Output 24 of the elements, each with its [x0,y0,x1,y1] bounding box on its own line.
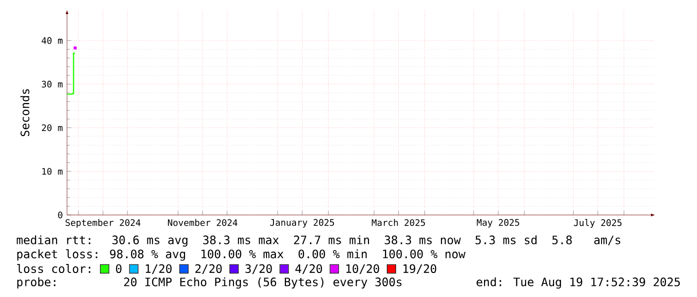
legend-label: 1/20 [146,264,172,274]
x-tick-label: November 2024 [168,219,238,226]
text: end: Tue Aug 19 17:52:39 2025 [476,277,680,289]
y-tick-label: 30 m [42,80,63,88]
legend-label: 2/20 [195,264,222,274]
text: probe: 20 ICMP Echo Pings (56 Bytes) every 300s [17,277,402,289]
y-tick-label: 40 m [42,37,63,44]
x-tick-label: March 2025 [372,219,425,226]
y-axis-title: Seconds [20,89,30,136]
legend-title: loss color: [17,264,90,274]
y-tick-label: 10 m [42,168,63,175]
y-tick-label: 0 [58,212,62,218]
x-tick-label: September 2024 [66,219,140,228]
legend-label: 0 [116,264,122,274]
legend-label: 10/20 [346,264,380,274]
text: packet loss: 98.08 % avg 100.00 % max 0.00 % min 100.00 % now [17,249,466,261]
text: median rtt: 30.6 ms avg 38.3 ms max 27.7 ms min 38.3 ms now 5.3 ms sd 5.8 am/s [16,235,620,247]
x-tick-label: July 2025 [574,219,622,228]
y-tick-label: 20 m [42,124,63,132]
legend-label: 19/20 [403,264,436,274]
legend-label: 4/20 [295,264,322,274]
legend-label: 3/20 [245,264,272,274]
x-tick-label: May 2025 [476,219,520,228]
x-tick-label: January 2025 [270,219,334,228]
